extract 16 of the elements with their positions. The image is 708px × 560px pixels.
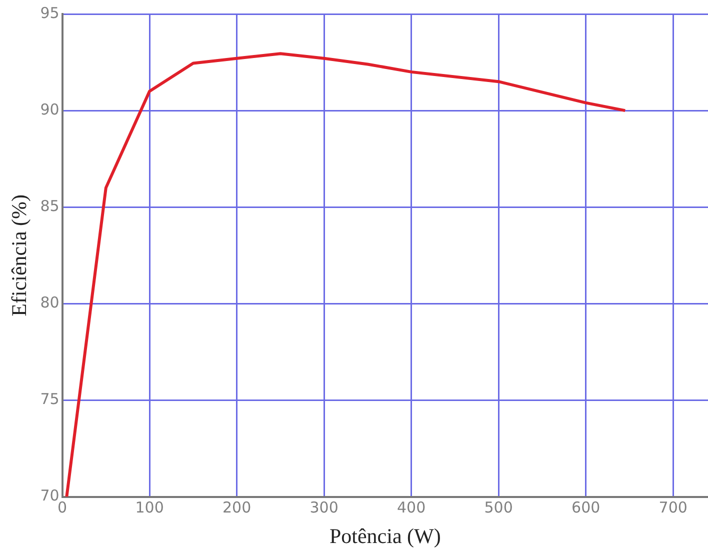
y-tick-label: 90 [40,100,60,118]
x-tick-label: 500 [484,498,513,517]
y-tick-label: 95 [40,4,60,22]
y-tick-label: 70 [40,486,60,505]
x-tick-label: 400 [397,498,426,517]
x-tick-label: 200 [222,498,252,517]
x-tick-label: 300 [310,498,338,517]
y-tick-label: 75 [40,390,60,408]
x-tick-label: 100 [135,498,164,517]
x-tick-label: 700 [658,498,688,517]
y-tick-label: 80 [40,294,60,312]
y-axis-title: Eficiência (%) [7,194,32,316]
x-axis-title: Potência (W) [329,524,441,548]
y-tick-label: 85 [40,197,60,216]
x-tick-label: 600 [572,498,600,517]
x-tick-label: 0 [58,498,68,517]
